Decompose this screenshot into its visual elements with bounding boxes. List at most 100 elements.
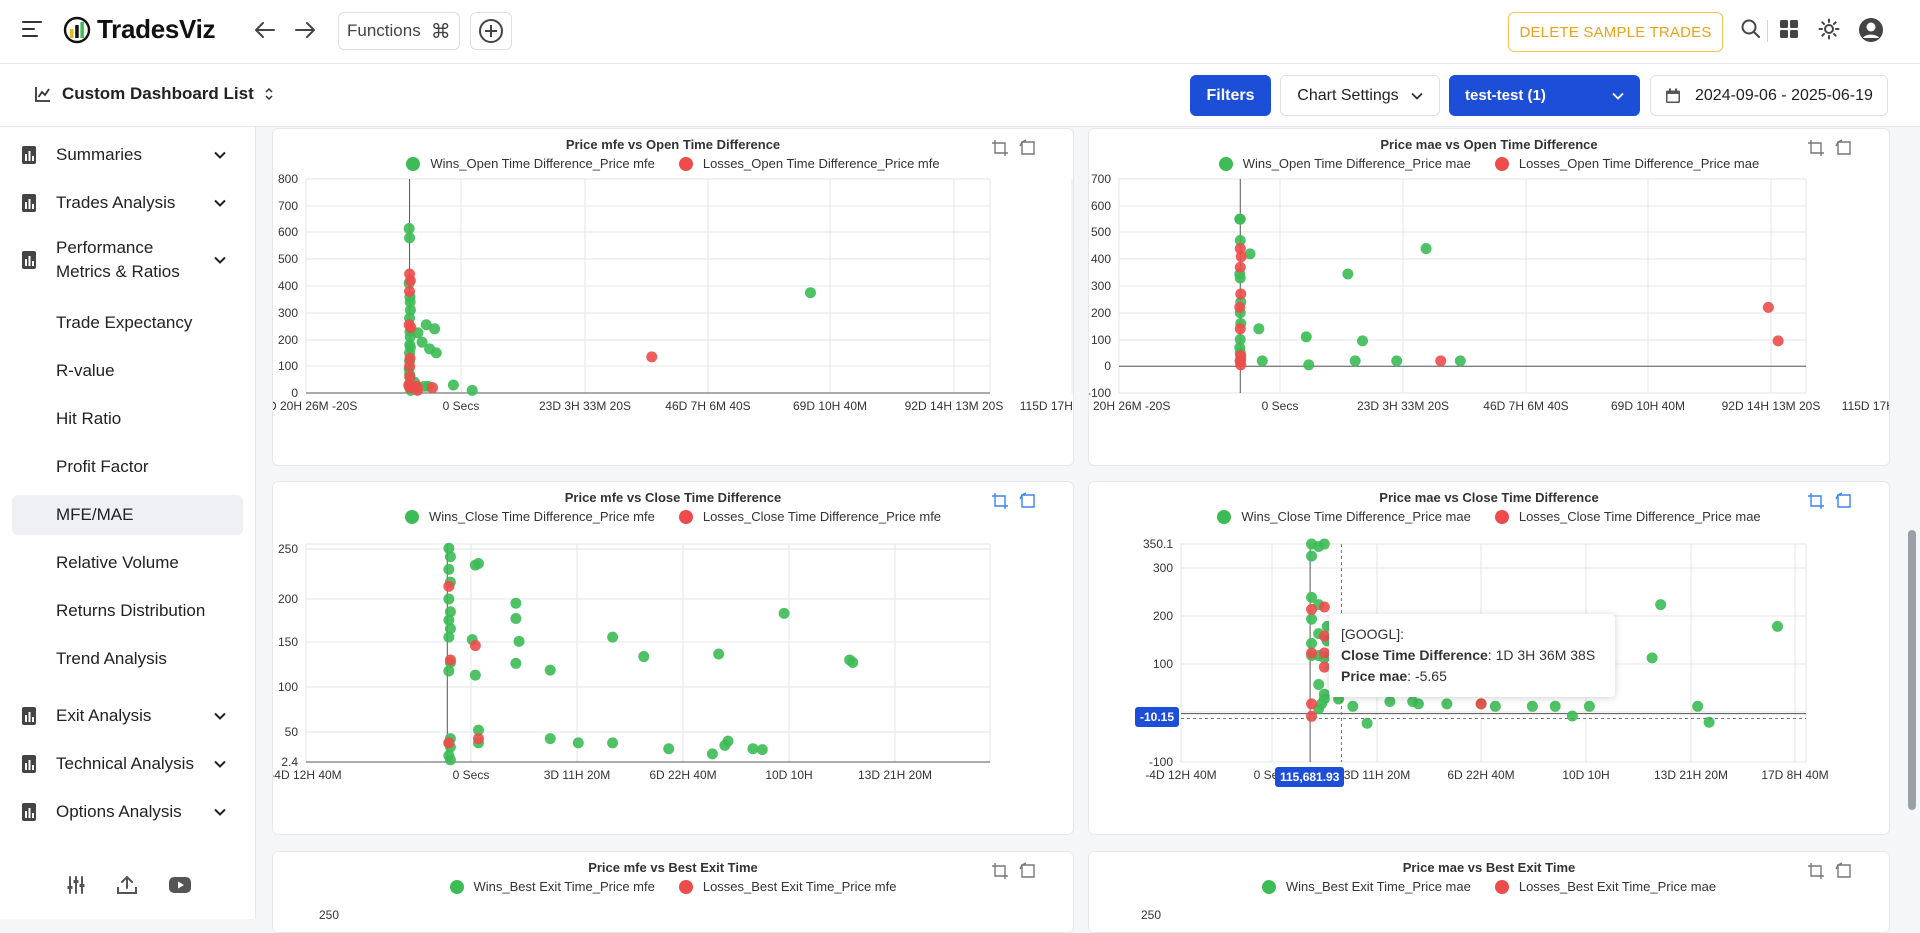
legend-item-losses[interactable]: Losses_Best Exit Time_Price mfe: [678, 879, 896, 894]
zoom-select-icon[interactable]: [1807, 492, 1825, 510]
legend-item-losses[interactable]: Losses_Open Time Difference_Price mfe: [678, 156, 940, 171]
win-point: [572, 737, 584, 749]
win-point: [472, 724, 484, 736]
zoom-reset-icon[interactable]: [1835, 139, 1853, 157]
loss-point: [404, 275, 416, 287]
legend-item-wins[interactable]: Wins_Open Time Difference_Price mfe: [406, 156, 655, 171]
zoom-select-icon[interactable]: [991, 492, 1009, 510]
loss-point: [1306, 647, 1318, 659]
sidebar-item-relative-volume[interactable]: Relative Volume: [56, 553, 179, 572]
zoom-select-icon[interactable]: [991, 139, 1009, 157]
legend-label: Wins_Open Time Difference_Price mfe: [430, 156, 655, 171]
zoom-reset-icon[interactable]: [1019, 862, 1037, 880]
plot-border: [1180, 543, 1807, 763]
x-tick-label: 17D 8H 40M: [1761, 768, 1828, 782]
win-point: [1391, 355, 1403, 367]
chevron-down-icon: [214, 712, 226, 720]
legend-item-wins[interactable]: Wins_Best Exit Time_Price mae: [1261, 879, 1471, 894]
zoom-reset-icon[interactable]: [1019, 492, 1037, 510]
x-tick-label: 0 Secs: [453, 768, 490, 782]
sidebar-item-r-value[interactable]: R-value: [56, 361, 115, 380]
sidebar-section-technical-analysis[interactable]: Technical Analysis: [12, 748, 243, 780]
legend-item-wins[interactable]: Wins_Close Time Difference_Price mfe: [404, 509, 655, 524]
youtube-icon[interactable]: [169, 876, 191, 899]
x-tick-label: 13D 21H 20M: [858, 768, 932, 782]
legend-item-losses[interactable]: Losses_Close Time Difference_Price mfe: [678, 509, 941, 524]
legend-item-wins[interactable]: Wins_Open Time Difference_Price mae: [1218, 156, 1471, 171]
win-point: [1692, 700, 1704, 712]
sidebar-section-performance-metrics[interactable]: Performance Metrics & Ratios: [12, 235, 243, 285]
report-icon: [22, 251, 36, 269]
chart-card-price-mfe-vs-best-exit: Price mfe vs Best Exit Time Wins_Best Ex…: [272, 851, 1074, 933]
legend-label: Wins_Best Exit Time_Price mfe: [473, 879, 655, 894]
upload-icon[interactable]: [116, 874, 138, 901]
zoom-select-icon[interactable]: [991, 862, 1009, 880]
zoom-reset-icon[interactable]: [1019, 139, 1037, 157]
plot-border: [1118, 178, 1807, 394]
sliders-icon[interactable]: [66, 875, 86, 900]
x-tick-label: 69D 10H 40M: [793, 399, 867, 413]
filters-button[interactable]: Filters: [1190, 75, 1271, 116]
legend-item-losses[interactable]: Losses_Close Time Difference_Price mae: [1494, 509, 1761, 524]
search-icon[interactable]: [1740, 18, 1762, 45]
sidebar-item-returns-distribution[interactable]: Returns Distribution: [56, 601, 206, 620]
account-select[interactable]: test-test (1): [1449, 75, 1640, 116]
win-point: [1313, 679, 1325, 691]
legend-item-wins[interactable]: Wins_Close Time Difference_Price mae: [1217, 509, 1471, 524]
user-avatar-icon[interactable]: [1858, 17, 1884, 48]
sidebar-item-trade-expectancy[interactable]: Trade Expectancy: [56, 313, 193, 332]
scatter-plot[interactable]: 800 700 600 500 400 300 200 100 024D 20H 26M -20…: [273, 129, 1073, 465]
chart-legend: Wins_Best Exit Time_Price mae Losses_Bes…: [1089, 879, 1889, 894]
win-point: [443, 665, 455, 677]
scatter-plot[interactable]: 700 600 500 400 300 200 100 0 -10024D 20H 26M -2…: [1089, 129, 1889, 465]
forward-arrow-icon[interactable]: [292, 17, 318, 50]
sidebar-section-options-analysis[interactable]: Options Analysis: [12, 796, 243, 828]
legend-item-losses[interactable]: Losses_Best Exit Time_Price mae: [1494, 879, 1716, 894]
sidebar-item-profit-factor[interactable]: Profit Factor: [56, 457, 149, 476]
sun-icon[interactable]: [1818, 18, 1840, 45]
x-tick-label: 13D 21H 20M: [1654, 768, 1728, 782]
win-point: [1655, 599, 1667, 611]
zoom-select-icon[interactable]: [1807, 139, 1825, 157]
loss-point: [405, 321, 417, 333]
legend-item-losses[interactable]: Losses_Open Time Difference_Price mae: [1494, 156, 1759, 171]
add-button[interactable]: [470, 12, 512, 50]
tooltip-row: Close Time Difference: 1D 3H 36M 38S: [1341, 647, 1596, 663]
logo[interactable]: TradesViz: [63, 14, 216, 45]
custom-dashboard-list-dropdown[interactable]: Custom Dashboard List: [34, 84, 274, 104]
page-scrollbar[interactable]: [1908, 530, 1916, 810]
legend-item-wins[interactable]: Wins_Best Exit Time_Price mfe: [449, 879, 655, 894]
menu-icon[interactable]: [22, 21, 42, 39]
zoom-select-icon[interactable]: [1807, 862, 1825, 880]
apps-grid-icon[interactable]: [1778, 18, 1800, 45]
functions-button[interactable]: Functions ⌘: [338, 12, 460, 50]
legend-label: Losses_Close Time Difference_Price mae: [1518, 509, 1761, 524]
delete-sample-trades-button[interactable]: DELETE SAMPLE TRADES: [1508, 12, 1723, 52]
win-point: [444, 623, 456, 635]
scatter-plot[interactable]: 250 200 150 100 50 2.4-4D 12H 40M 0 Secs 3D 11H…: [273, 482, 1073, 834]
win-point: [443, 631, 455, 643]
sidebar-item-trend-analysis[interactable]: Trend Analysis: [56, 649, 167, 668]
chart-settings-button[interactable]: Chart Settings: [1280, 75, 1440, 116]
zoom-reset-icon[interactable]: [1835, 492, 1853, 510]
chevron-down-icon: [1612, 92, 1624, 100]
win-point: [1583, 700, 1595, 712]
plot-border: [305, 543, 991, 763]
legend-dot: [1217, 509, 1232, 524]
sidebar-section-exit-analysis[interactable]: Exit Analysis: [12, 700, 243, 732]
chart-title: Price mfe vs Close Time Difference: [564, 490, 782, 505]
y-tick-label: 500: [278, 252, 298, 266]
zoom-reset-icon[interactable]: [1835, 862, 1853, 880]
win-point: [404, 296, 416, 308]
back-arrow-icon[interactable]: [252, 17, 278, 50]
sidebar-section-summaries[interactable]: Summaries: [12, 139, 243, 171]
date-range-picker[interactable]: 2024-09-06 - 2025-06-19: [1650, 75, 1888, 116]
chart-tooltip: [GOOGL]: Close Time Difference: 1D 3H 36…: [1329, 614, 1615, 697]
sidebar-item-mfe-mae[interactable]: MFE/MAE: [12, 495, 243, 535]
loss-point: [1235, 251, 1247, 263]
loss-point: [1235, 359, 1247, 371]
x-tick-label: 46D 7H 6M 40S: [1483, 399, 1568, 413]
sidebar-section-trades-analysis[interactable]: Trades Analysis: [12, 187, 243, 219]
chart-title: Price mae vs Open Time Difference: [1380, 137, 1598, 152]
sidebar-item-hit-ratio[interactable]: Hit Ratio: [56, 409, 122, 428]
